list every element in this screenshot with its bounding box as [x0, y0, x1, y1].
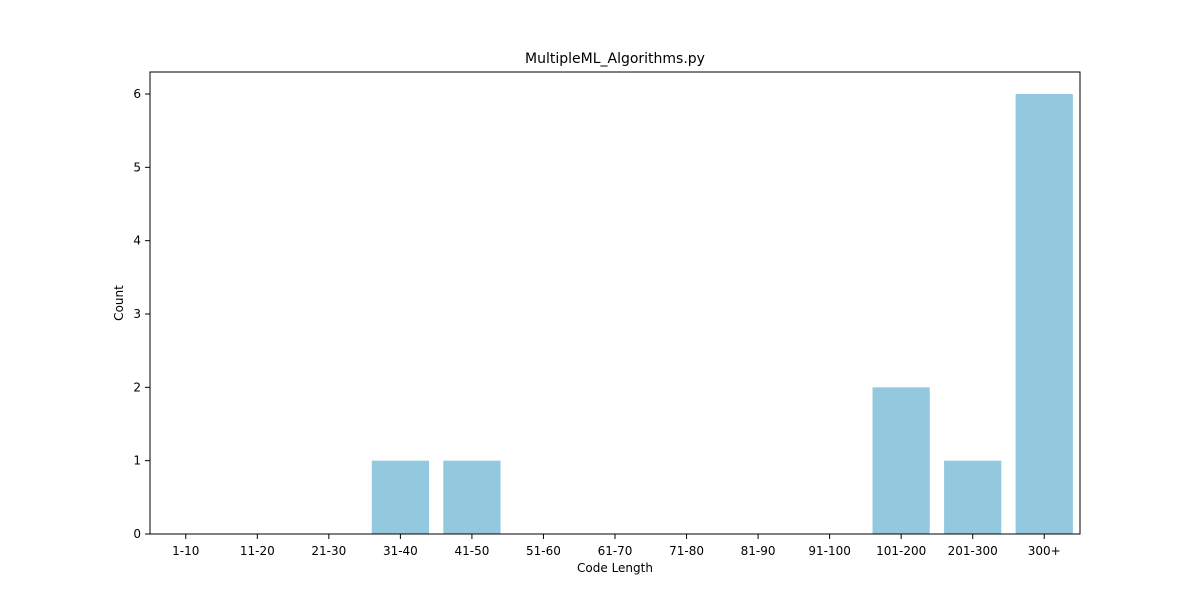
- x-axis-label: Code Length: [577, 561, 653, 575]
- y-tick-label: 3: [133, 307, 141, 321]
- x-tick-label: 300+: [1028, 544, 1061, 558]
- y-axis-label: Count: [112, 285, 126, 321]
- x-tick-label: 21-30: [311, 544, 346, 558]
- bar-41-50: [443, 460, 501, 534]
- x-tick-label: 41-50: [454, 544, 489, 558]
- x-axis-ticks: 1-10 11-20 21-30 31-40 41-50 51-60 61-70 71-80 8…: [172, 534, 1061, 558]
- x-tick-label: 31-40: [383, 544, 418, 558]
- bars-group: [371, 94, 1073, 534]
- y-tick-label: 5: [133, 160, 141, 174]
- x-tick-label: 1-10: [172, 544, 199, 558]
- y-tick-label: 2: [133, 380, 141, 394]
- x-tick-label: 101-200: [876, 544, 926, 558]
- x-tick-label: 11-20: [240, 544, 275, 558]
- x-tick-label: 51-60: [526, 544, 561, 558]
- chart-title: MultipleML_Algorithms.py: [525, 51, 705, 67]
- x-tick-label: 201-300: [948, 544, 998, 558]
- bar-201-300: [944, 460, 1002, 534]
- bar-101-200: [872, 387, 930, 534]
- x-tick-label: 61-70: [598, 544, 633, 558]
- plot-frame: [149, 71, 1081, 535]
- y-tick-label: 4: [133, 234, 141, 248]
- y-axis-ticks: 0 1 2 3 4 5 6: [133, 87, 150, 541]
- bar-300+: [1015, 94, 1073, 534]
- y-tick-label: 0: [133, 527, 141, 541]
- y-tick-label: 1: [133, 454, 141, 468]
- x-tick-label: 91-100: [808, 544, 851, 558]
- bar-31-40: [371, 460, 429, 534]
- y-tick-label: 6: [133, 87, 141, 101]
- x-tick-label: 71-80: [669, 544, 704, 558]
- x-tick-label: 81-90: [741, 544, 776, 558]
